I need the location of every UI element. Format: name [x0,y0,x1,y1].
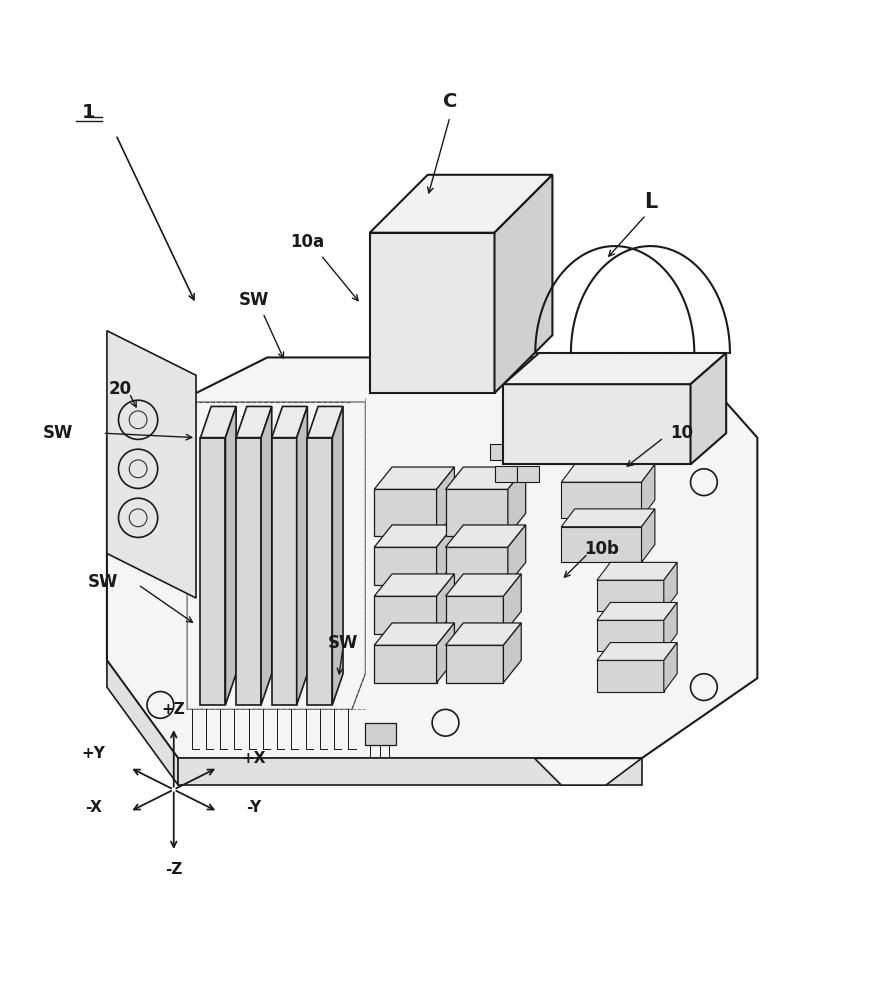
Polygon shape [503,623,521,683]
Polygon shape [374,525,454,547]
Polygon shape [236,438,261,705]
Polygon shape [107,660,178,785]
Polygon shape [272,438,297,705]
Polygon shape [374,547,437,585]
Text: C: C [443,92,457,111]
Polygon shape [437,574,454,634]
Polygon shape [597,562,677,580]
Text: 20: 20 [109,380,132,398]
Text: -Y: -Y [246,800,262,815]
Polygon shape [446,547,508,585]
Polygon shape [437,623,454,683]
Polygon shape [642,509,655,562]
Text: SW: SW [328,634,358,652]
Polygon shape [561,527,642,562]
Polygon shape [178,758,642,785]
Polygon shape [374,467,454,489]
Polygon shape [597,602,677,620]
Text: 10b: 10b [584,540,619,558]
Polygon shape [446,489,508,536]
Polygon shape [664,602,677,651]
Polygon shape [307,438,332,705]
Text: -Z: -Z [165,862,183,877]
Polygon shape [535,758,642,785]
Polygon shape [374,489,437,536]
Polygon shape [107,357,757,758]
Polygon shape [236,406,272,438]
Polygon shape [107,331,196,598]
Polygon shape [437,467,454,536]
Polygon shape [597,620,664,651]
Polygon shape [437,525,454,585]
Polygon shape [446,525,526,547]
Text: 10: 10 [670,424,693,442]
Polygon shape [332,406,343,705]
Polygon shape [561,509,655,527]
Polygon shape [374,623,454,645]
Polygon shape [597,660,664,692]
Polygon shape [374,645,437,683]
Bar [512,444,535,460]
Bar [495,466,517,482]
Text: 1: 1 [82,103,96,122]
Polygon shape [374,596,437,634]
Text: 10a: 10a [290,233,324,251]
Text: +Y: +Y [82,746,105,761]
Polygon shape [370,233,495,393]
Polygon shape [495,175,552,393]
Polygon shape [446,645,503,683]
Polygon shape [374,574,454,596]
Polygon shape [446,596,503,634]
Polygon shape [446,467,526,489]
Polygon shape [272,406,307,438]
Text: -X: -X [86,800,102,815]
Polygon shape [597,643,677,660]
Polygon shape [508,525,526,585]
Polygon shape [446,623,521,645]
Text: L: L [644,192,657,212]
Polygon shape [561,464,655,482]
Polygon shape [200,406,236,438]
Polygon shape [691,353,726,464]
Polygon shape [664,562,677,611]
Polygon shape [664,643,677,692]
Polygon shape [597,580,664,611]
Text: SW: SW [87,573,118,591]
Bar [490,444,512,460]
Polygon shape [200,438,225,705]
Polygon shape [370,175,552,233]
Polygon shape [642,464,655,518]
Text: +X: +X [241,751,266,766]
Text: +Z: +Z [162,702,185,717]
Polygon shape [307,406,343,438]
Text: SW: SW [239,291,269,309]
Polygon shape [365,723,396,745]
Polygon shape [503,574,521,634]
Polygon shape [503,353,726,384]
Text: SW: SW [43,424,73,442]
Polygon shape [225,406,236,705]
Polygon shape [561,482,642,518]
Polygon shape [508,467,526,536]
Polygon shape [261,406,272,705]
Polygon shape [446,574,521,596]
Polygon shape [297,406,307,705]
Bar [517,466,539,482]
Polygon shape [503,384,691,464]
